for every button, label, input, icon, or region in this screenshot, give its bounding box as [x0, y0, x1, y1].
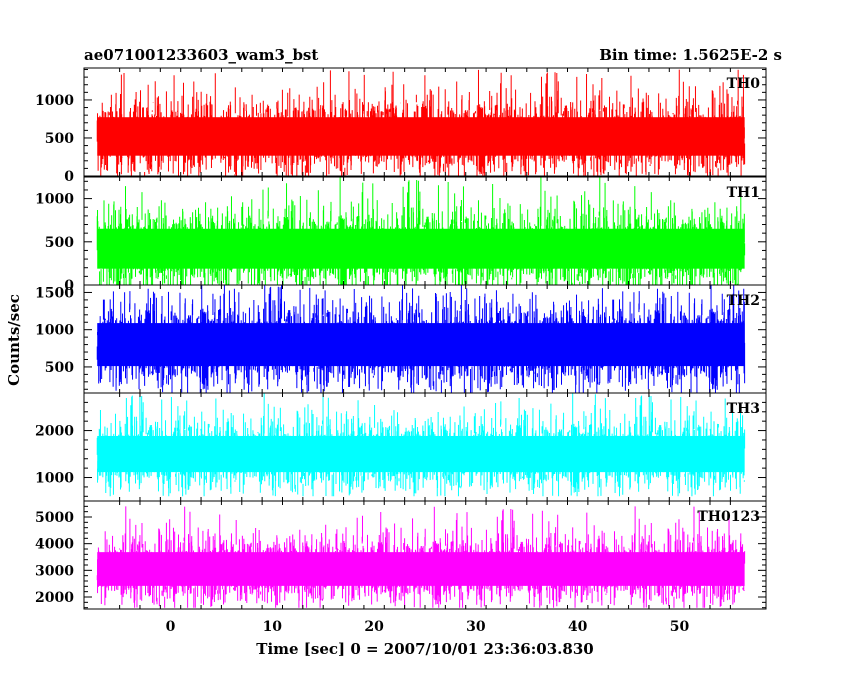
x-tick-label: 50	[670, 619, 690, 635]
x-tick-label: 40	[568, 619, 588, 635]
panel-label: TH0123	[697, 509, 760, 525]
x-axis-label: Time [sec] 0 = 2007/10/01 23:36:03.830	[256, 640, 593, 658]
y-tick-label: 500	[45, 360, 74, 376]
series-core-th1	[97, 228, 745, 269]
chart-title: ae071001233603_wam3_bst	[84, 46, 318, 64]
series-core-th0123	[97, 552, 745, 586]
panel-th0123: 2000 3000 4000 5000 TH0123	[35, 500, 767, 610]
series-core-th2	[97, 323, 745, 367]
panels: 0 500 1000 TH0 0 500 1000 TH1 500 1000 1500 TH2 1000…	[35, 67, 767, 610]
x-tick-labels: 0 10 20 30 40 50	[166, 619, 690, 635]
series-core-th3	[97, 435, 745, 473]
panel-th1: 0 500 1000 TH1	[35, 176, 767, 294]
panel-label: TH2	[727, 293, 760, 309]
panel-label: TH3	[727, 401, 760, 417]
panel-th3: 1000 2000 TH3	[35, 392, 767, 502]
y-tick-label: 3000	[35, 563, 74, 579]
y-axis-label: Counts/sec	[5, 294, 23, 386]
y-tick-label: 4000	[35, 537, 74, 553]
y-tick-label: 0	[64, 169, 74, 185]
panel-th0: 0 500 1000 TH0	[35, 67, 767, 185]
y-tick-label: 2000	[35, 590, 74, 606]
y-tick-label: 1500	[35, 285, 74, 301]
panel-th2: 500 1000 1500 TH2	[35, 284, 767, 394]
y-tick-label: 1000	[35, 93, 74, 109]
panel-label: TH1	[727, 185, 760, 201]
y-tick-label: 5000	[35, 510, 74, 526]
y-tick-label: 2000	[35, 424, 74, 440]
y-tick-label: 500	[45, 131, 74, 147]
y-tick-label: 1000	[35, 471, 74, 487]
y-tick-label: 1000	[35, 323, 74, 339]
x-tick-label: 10	[263, 619, 283, 635]
y-tick-label: 0	[64, 278, 74, 294]
x-tick-label: 0	[166, 619, 176, 635]
series-core-th0	[97, 117, 745, 156]
y-tick-label: 500	[45, 235, 74, 251]
y-tick-label: 1000	[35, 192, 74, 208]
panel-label: TH0	[727, 76, 761, 92]
x-tick-label: 30	[466, 619, 486, 635]
bin-time-label: Bin time: 1.5625E-2 s	[599, 46, 782, 64]
x-tick-label: 20	[364, 619, 384, 635]
